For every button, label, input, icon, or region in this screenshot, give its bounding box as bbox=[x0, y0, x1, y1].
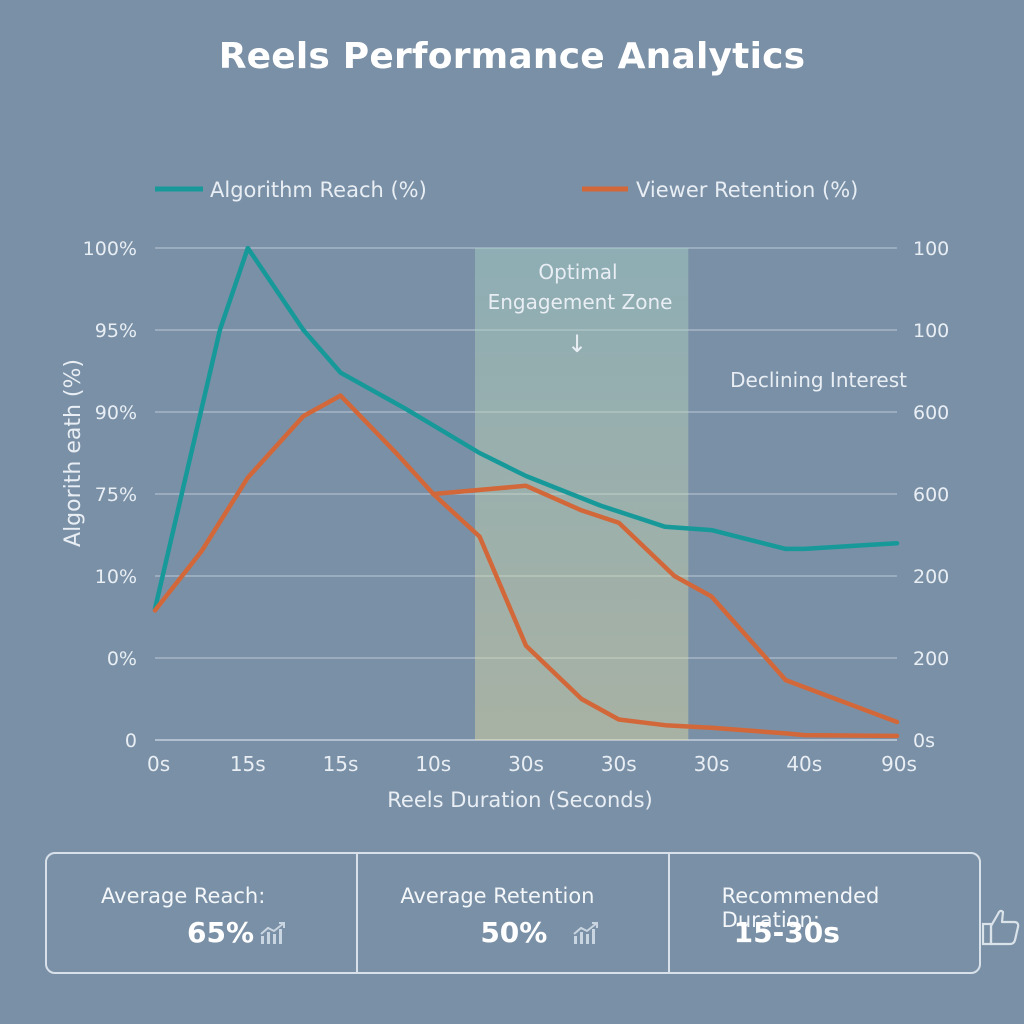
y-right-tick-label: 200 bbox=[913, 648, 949, 670]
stat-average-reach: Average Reach: 65% bbox=[47, 854, 356, 972]
series-lines bbox=[152, 245, 900, 739]
x-tick-label: 90s bbox=[881, 752, 917, 776]
stat-value: 50% bbox=[480, 916, 548, 949]
series-line-algorithm-reach bbox=[152, 245, 900, 612]
annotation-arrow-down: ↓ bbox=[567, 330, 587, 358]
stat-label: Recommended Duration: bbox=[721, 884, 880, 932]
stat-value: 15-30s bbox=[733, 916, 840, 949]
x-tick-label: 15s bbox=[230, 752, 266, 776]
x-tick-label: 10s bbox=[415, 752, 451, 776]
x-axis-ticks: 0s 15s 15s 10s 30s 30s 30s 40s 90s bbox=[147, 752, 917, 776]
y-right-tick-label: 200 bbox=[913, 566, 949, 588]
x-tick-label: 30s bbox=[601, 752, 637, 776]
chart-title: Reels Performance Analytics bbox=[218, 36, 806, 77]
stat-label: Average Retention bbox=[400, 884, 595, 908]
x-tick-label: 30s bbox=[694, 752, 730, 776]
x-tick-label: 30s bbox=[508, 752, 544, 776]
y-left-tick-label: 10% bbox=[95, 566, 137, 588]
line-chart: Algorithm Reach (%) Viewer Retention (%)… bbox=[61, 178, 949, 812]
stat-average-retention: Average Retention 50% bbox=[356, 854, 667, 972]
legend-label-retention: Viewer Retention (%) bbox=[636, 178, 858, 202]
y-axis-left-ticks: 100% 95% 90% 75% 10% 0% 0 bbox=[83, 238, 137, 752]
y-right-tick-label: 0s bbox=[913, 730, 935, 752]
x-tick-label: 0s bbox=[147, 752, 170, 776]
annotation-optimal: Optimal bbox=[538, 260, 617, 284]
summary-stats-panel: Average Reach: 65% Average Retention 50%… bbox=[45, 852, 1019, 974]
y-left-tick-label: 0 bbox=[125, 730, 137, 752]
trend-up-icon bbox=[260, 922, 285, 944]
series-line-viewer-retention-branch bbox=[431, 483, 900, 725]
trend-up-icon bbox=[573, 922, 599, 944]
y-right-tick-label: 600 bbox=[913, 402, 949, 424]
series-line-viewer-retention bbox=[152, 393, 900, 739]
x-axis-label: Reels Duration (Seconds) bbox=[387, 788, 652, 812]
stat-recommended-duration: Recommended Duration: 15-30s bbox=[667, 854, 1019, 972]
y-axis-right-ticks: 100 100 600 600 200 200 0s bbox=[913, 238, 949, 752]
thumbs-up-icon bbox=[981, 909, 1019, 946]
annotation-declining-interest: Declining Interest bbox=[730, 368, 907, 392]
y-axis-label: Algorith eath (%) bbox=[61, 359, 86, 547]
y-right-tick-label: 600 bbox=[913, 484, 949, 506]
y-left-tick-label: 90% bbox=[95, 402, 137, 424]
y-left-tick-label: 0% bbox=[107, 648, 137, 670]
y-left-tick-label: 95% bbox=[95, 320, 137, 342]
y-right-tick-label: 100 bbox=[913, 238, 949, 260]
stat-label: Average Reach: bbox=[101, 884, 266, 908]
optimal-zone-band bbox=[474, 248, 689, 740]
annotation-engagement-zone: Engagement Zone bbox=[488, 290, 673, 314]
y-left-tick-label: 100% bbox=[83, 238, 137, 260]
legend-label-reach: Algorithm Reach (%) bbox=[210, 178, 427, 202]
x-tick-label: 15s bbox=[323, 752, 359, 776]
y-right-tick-label: 100 bbox=[913, 320, 949, 342]
legend: Algorithm Reach (%) Viewer Retention (%) bbox=[155, 178, 858, 202]
y-left-tick-label: 75% bbox=[95, 484, 137, 506]
x-tick-label: 40s bbox=[786, 752, 822, 776]
stat-value: 65% bbox=[187, 916, 255, 949]
